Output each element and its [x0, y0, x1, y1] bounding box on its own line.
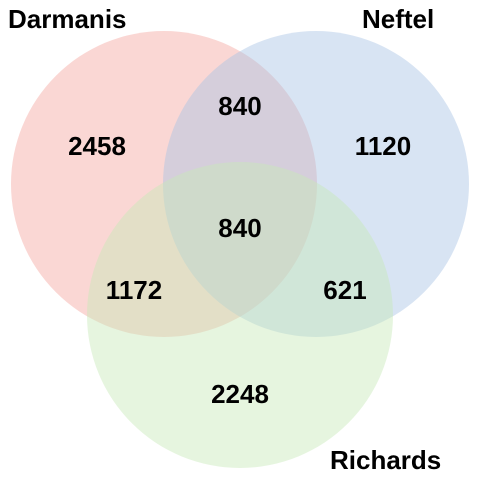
darmanis-only-count: 2458: [68, 131, 126, 161]
richards-only-count: 2248: [211, 379, 269, 409]
neftel-label: Neftel: [362, 4, 434, 34]
darmanis-circle: [11, 31, 317, 337]
darmanis-neftel-count: 840: [218, 91, 261, 121]
neftel-richards-count: 621: [323, 275, 366, 305]
all-three-count: 840: [218, 213, 261, 243]
richards-circle: [87, 162, 393, 468]
neftel-only-count: 1120: [355, 131, 411, 161]
darmanis-label: Darmanis: [8, 4, 127, 34]
richards-label: Richards: [330, 445, 441, 475]
neftel-circle: [163, 31, 469, 337]
darmanis-richards-count: 1172: [106, 275, 162, 305]
